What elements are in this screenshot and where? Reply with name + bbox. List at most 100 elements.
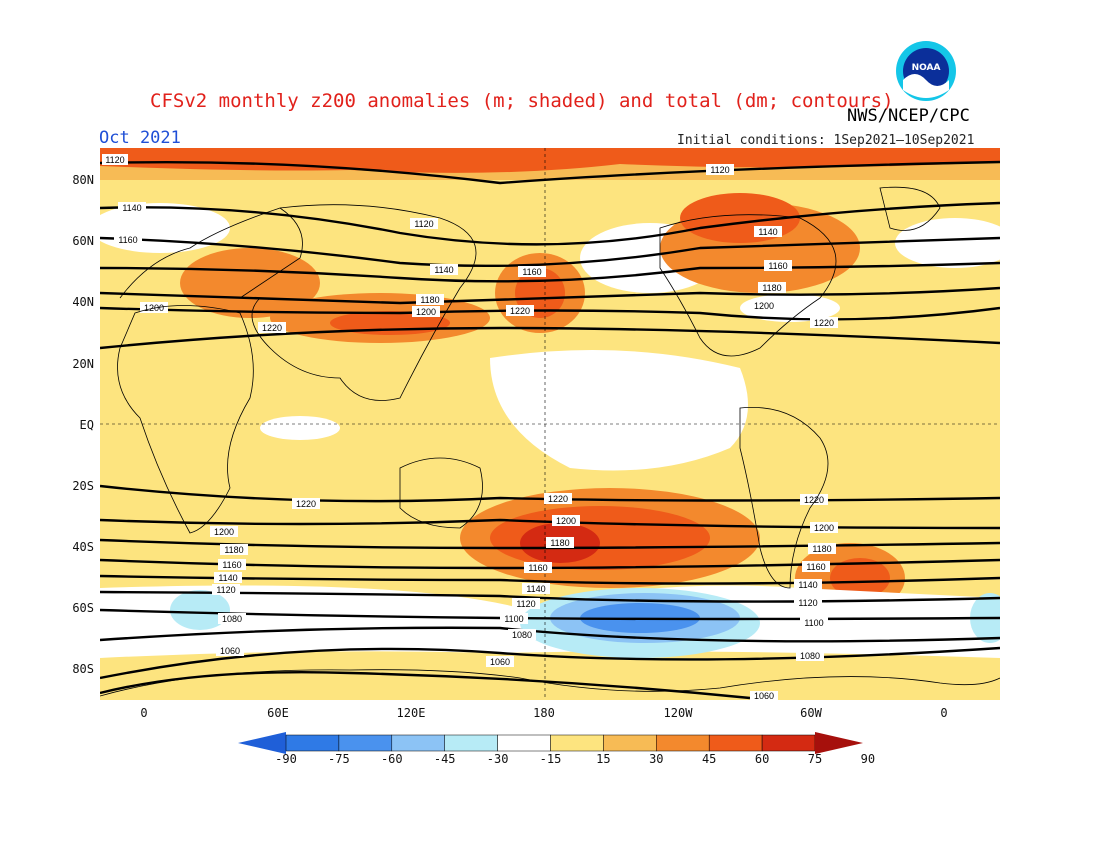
contour-label: 1140 xyxy=(526,584,545,594)
contour-label: 1120 xyxy=(516,599,535,609)
nh-white-3 xyxy=(895,218,1000,268)
anomaly-map: 1120 1140 1160 1200 1220 1120 1140 1180 … xyxy=(100,148,1000,700)
lon-label: 0 xyxy=(940,706,948,720)
colorbar-cell xyxy=(238,732,286,754)
lat-label: 60N xyxy=(72,234,94,248)
colorbar-tick-label: -60 xyxy=(380,752,403,766)
contour-label: 1120 xyxy=(216,585,235,595)
contour-label: 1120 xyxy=(105,155,124,165)
colorbar-cell xyxy=(656,734,710,752)
contour-label: 1100 xyxy=(804,618,823,628)
contour-label: 1120 xyxy=(710,165,729,175)
contour-label: 1060 xyxy=(754,691,774,700)
map-title: CFSv2 monthly z200 anomalies (m; shaded)… xyxy=(150,90,894,112)
colorbar-tick-label: 15 xyxy=(596,752,611,766)
colorbar-tick-label: -90 xyxy=(275,752,297,766)
contour-label: 1080 xyxy=(800,651,820,661)
colorbar-cell xyxy=(338,734,393,752)
lat-label: 80N xyxy=(72,173,94,187)
contour-label: 1140 xyxy=(758,227,777,237)
initial-conditions: Initial conditions: 1Sep2021–10Sep2021 xyxy=(677,133,975,148)
noaa-logo-text: NOAA xyxy=(912,63,941,73)
tropical-white xyxy=(490,350,748,471)
nh-orange-europe xyxy=(180,248,320,318)
contour-label: 1180 xyxy=(762,283,781,293)
lat-label: 60S xyxy=(72,601,94,615)
colorbar-tick-label: -15 xyxy=(539,752,562,766)
colorbar-cell xyxy=(708,734,763,752)
colorbar-cell xyxy=(391,734,445,752)
lon-label: 60E xyxy=(267,706,289,720)
contour-label: 1140 xyxy=(218,573,237,583)
contour-label: 1160 xyxy=(768,261,787,271)
tropical-white-2 xyxy=(260,416,340,440)
contour-label: 1120 xyxy=(414,219,433,229)
colorbar-cell xyxy=(444,734,498,752)
contour-label: 1180 xyxy=(224,545,243,555)
lon-label: 180 xyxy=(533,706,555,720)
graticule xyxy=(100,148,1000,700)
contour-label: 1060 xyxy=(490,657,510,667)
contour-label: 1180 xyxy=(420,295,439,305)
contour-label: 1140 xyxy=(122,203,141,213)
contour-label: 1140 xyxy=(434,265,453,275)
contour-label: 1080 xyxy=(512,630,532,640)
colorbar xyxy=(238,732,863,754)
contour-label: 1200 xyxy=(416,307,436,317)
colorbar-tick-label: -30 xyxy=(486,752,509,766)
lon-label: 0 xyxy=(140,706,148,720)
colorbar-tick-label: -75 xyxy=(328,752,350,766)
contour-label: 1180 xyxy=(812,544,831,554)
agency-label: NWS/NCEP/CPC xyxy=(847,106,970,126)
colorbar-tick-label: -45 xyxy=(433,752,456,766)
contour-label: 1120 xyxy=(798,598,817,608)
colorbar-cell xyxy=(761,734,816,752)
coastlines xyxy=(100,186,1000,697)
contour-label: 1200 xyxy=(214,527,234,537)
lon-label: 120W xyxy=(663,706,693,720)
contour-label: 1220 xyxy=(510,306,530,316)
contour-label: 1200 xyxy=(814,523,834,533)
colorbar-cell xyxy=(550,734,604,752)
contour-label-1120a: 1120 xyxy=(102,154,128,165)
lat-label: EQ xyxy=(79,418,94,432)
contour-label: 1200 xyxy=(754,301,774,311)
contour-label: 1060 xyxy=(220,646,240,656)
sh-red-atlantic xyxy=(830,558,890,598)
lon-label: 60W xyxy=(800,706,822,720)
contour-label: 1220 xyxy=(548,494,568,504)
contour-label: 1160 xyxy=(118,235,137,245)
contour-label: 1220 xyxy=(262,323,282,333)
contour-label: 1100 xyxy=(504,614,523,624)
colorbar-tick-label: 30 xyxy=(649,752,664,766)
colorbar-tick-label: 90 xyxy=(860,752,876,766)
noaa-logo: NOAA xyxy=(895,40,957,102)
contour-label-group: 1120 1140 1160 1200 1220 1120 1140 1180 … xyxy=(102,154,838,700)
lat-label: 20S xyxy=(72,479,94,493)
lat-label: 40S xyxy=(72,540,94,554)
colorbar-tick-label: 75 xyxy=(807,752,823,766)
contour-label: 1160 xyxy=(222,560,241,570)
contour-label: 1220 xyxy=(296,499,316,509)
contour-label: 1180 xyxy=(550,538,569,548)
sh-cyan-west xyxy=(170,590,230,630)
contour-label: 1220 xyxy=(814,318,834,328)
lon-label: 120E xyxy=(396,706,426,720)
contour-label: 1160 xyxy=(522,267,541,277)
colorbar-tick-label: 60 xyxy=(754,752,770,766)
lat-label: 20N xyxy=(72,357,94,371)
lat-label: 40N xyxy=(72,295,94,309)
contour-label: 1080 xyxy=(222,614,242,624)
colorbar-cell xyxy=(285,734,340,752)
contour-label: 1200 xyxy=(556,516,576,526)
colorbar-cell xyxy=(603,734,657,752)
contour-label: 1160 xyxy=(806,562,825,572)
contour-label: 1220 xyxy=(804,495,824,505)
colorbar-cell xyxy=(815,732,863,754)
forecast-month: Oct 2021 xyxy=(99,128,181,148)
contour-label: 1140 xyxy=(798,580,817,590)
lat-label: 80S xyxy=(72,662,94,676)
colorbar-tick-label: 45 xyxy=(701,752,717,766)
colorbar-cell xyxy=(497,734,551,752)
contour-label: 1160 xyxy=(528,563,547,573)
